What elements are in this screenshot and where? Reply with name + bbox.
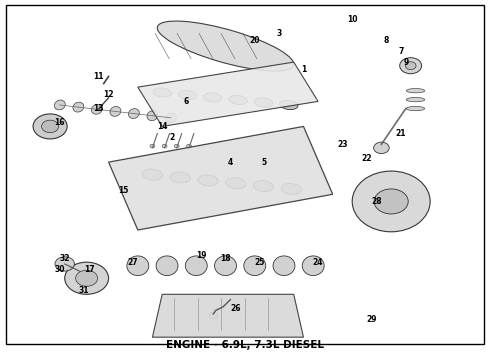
Text: 8: 8 xyxy=(384,36,389,45)
Ellipse shape xyxy=(406,107,425,111)
Ellipse shape xyxy=(162,144,167,148)
Ellipse shape xyxy=(147,111,158,121)
Text: 31: 31 xyxy=(79,286,90,295)
Ellipse shape xyxy=(405,62,416,69)
Text: ENGINE - 6.9L, 7.3L DIESEL: ENGINE - 6.9L, 7.3L DIESEL xyxy=(166,340,324,350)
Ellipse shape xyxy=(209,312,218,319)
Text: 2: 2 xyxy=(169,132,174,141)
Text: 30: 30 xyxy=(54,265,65,274)
Text: 23: 23 xyxy=(337,140,348,149)
Text: 5: 5 xyxy=(262,158,267,167)
Text: 10: 10 xyxy=(347,15,357,24)
Ellipse shape xyxy=(92,104,102,114)
Ellipse shape xyxy=(406,89,425,93)
Ellipse shape xyxy=(33,114,67,139)
Ellipse shape xyxy=(153,88,172,97)
Ellipse shape xyxy=(244,256,266,275)
Ellipse shape xyxy=(254,98,272,107)
Text: 24: 24 xyxy=(313,258,323,267)
Ellipse shape xyxy=(253,181,273,192)
Text: 9: 9 xyxy=(403,58,408,67)
Ellipse shape xyxy=(157,21,294,71)
Text: 19: 19 xyxy=(196,251,206,260)
Ellipse shape xyxy=(400,58,421,74)
Ellipse shape xyxy=(73,102,84,112)
Ellipse shape xyxy=(55,257,74,271)
Ellipse shape xyxy=(65,262,109,294)
Ellipse shape xyxy=(178,90,196,100)
Text: 26: 26 xyxy=(230,304,241,313)
Ellipse shape xyxy=(352,171,430,232)
Ellipse shape xyxy=(170,172,190,183)
Ellipse shape xyxy=(128,109,139,118)
Text: 15: 15 xyxy=(118,186,128,195)
Text: 7: 7 xyxy=(398,47,404,56)
Ellipse shape xyxy=(185,256,207,275)
Ellipse shape xyxy=(42,120,59,133)
Text: 13: 13 xyxy=(94,104,104,113)
Ellipse shape xyxy=(281,184,301,194)
Text: 14: 14 xyxy=(157,122,168,131)
Text: 25: 25 xyxy=(254,258,265,267)
Ellipse shape xyxy=(75,270,98,286)
Ellipse shape xyxy=(156,256,178,275)
Ellipse shape xyxy=(150,144,155,148)
Ellipse shape xyxy=(174,144,179,148)
Ellipse shape xyxy=(374,189,408,214)
Ellipse shape xyxy=(374,142,389,154)
Text: 21: 21 xyxy=(395,129,406,138)
Text: 3: 3 xyxy=(276,29,282,38)
Text: 29: 29 xyxy=(367,315,377,324)
Text: 28: 28 xyxy=(371,197,382,206)
Ellipse shape xyxy=(198,175,218,186)
Ellipse shape xyxy=(229,95,247,104)
Ellipse shape xyxy=(406,98,425,102)
Text: 17: 17 xyxy=(84,265,95,274)
Text: 16: 16 xyxy=(54,118,65,127)
Ellipse shape xyxy=(273,256,295,275)
Ellipse shape xyxy=(204,93,222,102)
Ellipse shape xyxy=(127,256,149,275)
Text: 4: 4 xyxy=(228,158,233,167)
Text: 20: 20 xyxy=(249,36,260,45)
Ellipse shape xyxy=(302,256,324,275)
Ellipse shape xyxy=(280,100,298,109)
Polygon shape xyxy=(109,126,333,230)
Text: 32: 32 xyxy=(59,254,70,263)
Ellipse shape xyxy=(187,144,192,148)
Text: 6: 6 xyxy=(184,97,189,106)
Ellipse shape xyxy=(110,107,121,116)
Text: 27: 27 xyxy=(127,258,138,267)
Text: 12: 12 xyxy=(103,90,114,99)
Text: 18: 18 xyxy=(220,254,231,263)
Ellipse shape xyxy=(54,100,65,110)
Ellipse shape xyxy=(215,256,237,275)
Polygon shape xyxy=(152,294,303,337)
Text: 1: 1 xyxy=(301,65,306,74)
Polygon shape xyxy=(138,62,318,126)
Text: 11: 11 xyxy=(94,72,104,81)
Ellipse shape xyxy=(225,178,246,189)
Ellipse shape xyxy=(142,169,163,180)
Text: 22: 22 xyxy=(362,154,372,163)
Ellipse shape xyxy=(166,113,176,123)
